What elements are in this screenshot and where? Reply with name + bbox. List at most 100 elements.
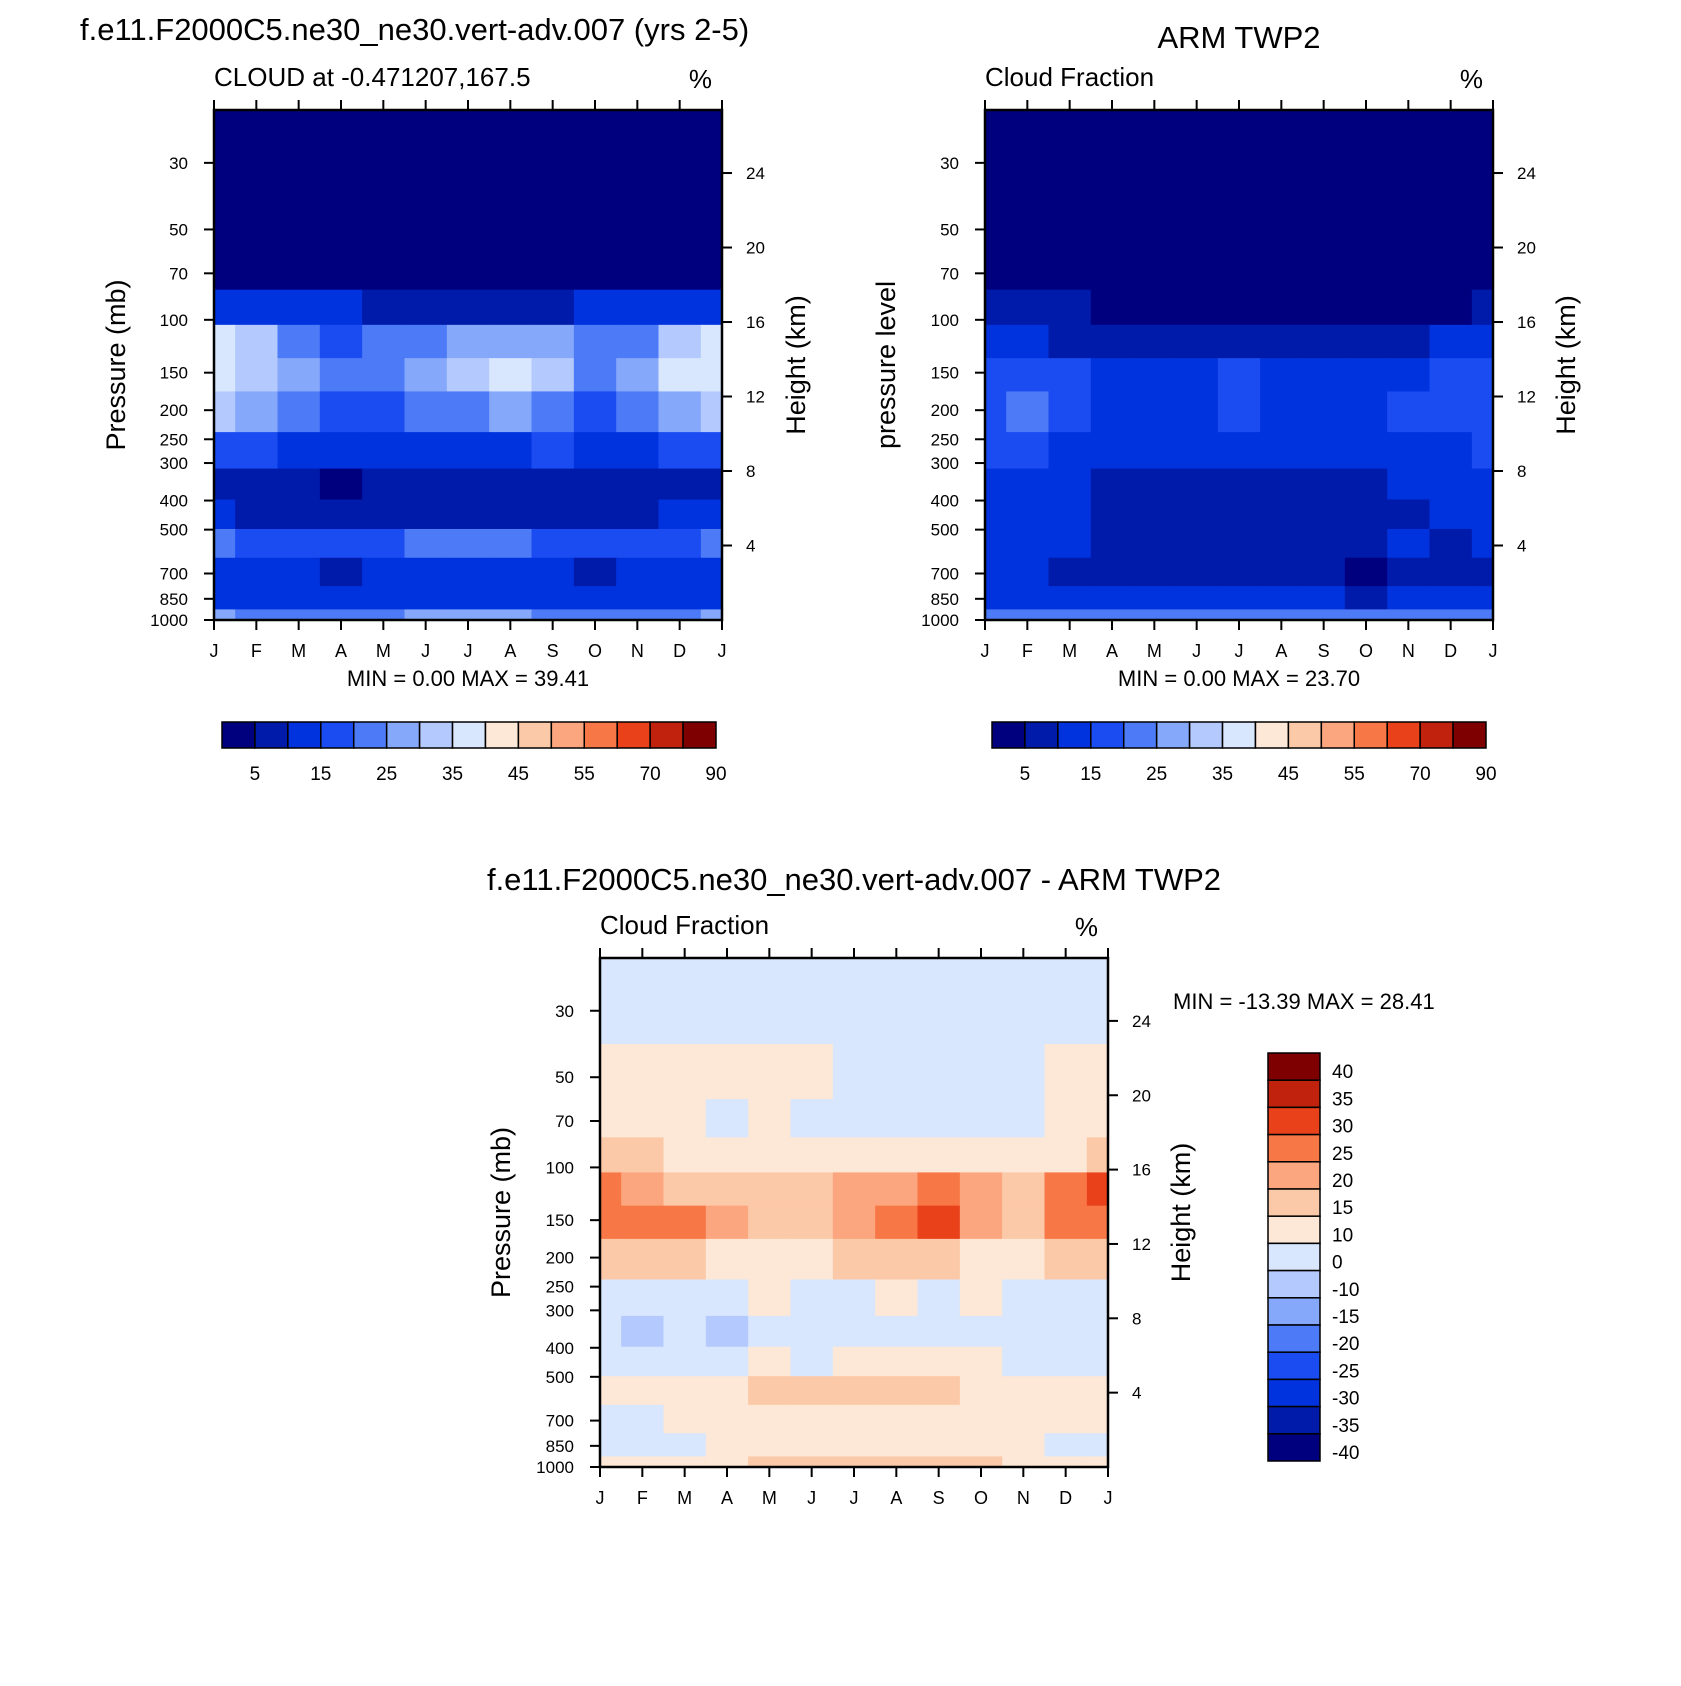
heatmap-cell <box>705 1404 749 1434</box>
x-tick-label: D <box>1059 1488 1072 1508</box>
heatmap-cell <box>959 1346 1003 1377</box>
colorbar-label: 10 <box>1332 1225 1353 1246</box>
heatmap-cell <box>790 1137 834 1174</box>
heatmap-cell <box>748 1205 792 1240</box>
heatmap-cell <box>1086 1376 1109 1406</box>
colorbar-swatch <box>287 721 322 749</box>
heatmap-cell <box>621 1433 665 1458</box>
heatmap-cell <box>600 1404 622 1434</box>
heatmap-cell <box>959 1279 1003 1317</box>
heatmap-cell <box>985 499 1007 530</box>
heatmap-cell <box>616 586 660 611</box>
colorbar-swatch <box>1267 1161 1321 1190</box>
heatmap-cell <box>658 289 702 326</box>
heatmap-cell <box>404 468 448 501</box>
colorbar-swatch <box>352 721 388 749</box>
colorbar-label: 35 <box>442 764 463 785</box>
heatmap-cell <box>875 1043 919 1100</box>
y-tick-label: 300 <box>160 454 188 473</box>
heatmap-cell <box>1044 1376 1088 1406</box>
heatmap-cell <box>1344 432 1388 470</box>
height-tick-label: 12 <box>1132 1235 1151 1254</box>
heatmap-cell <box>700 324 723 359</box>
heatmap-cell <box>616 499 660 530</box>
heatmap-cell <box>705 1238 749 1281</box>
heatmap-cell <box>489 218 533 291</box>
colorbar-swatch <box>550 721 586 749</box>
heatmap-cell <box>700 557 723 587</box>
heatmap-cell <box>658 586 702 611</box>
heatmap-cell <box>700 289 723 326</box>
heatmap-cell <box>1090 528 1134 559</box>
heatmap-cell <box>1086 1315 1109 1348</box>
x-tick-label: O <box>1359 641 1373 661</box>
heatmap-cell <box>917 1376 961 1406</box>
right-axis-label: Height (km) <box>1551 295 1581 435</box>
heatmap-cell <box>489 358 533 393</box>
heatmap-cell <box>1086 1099 1109 1138</box>
colorbar-label: 5 <box>1020 764 1031 785</box>
heatmap-cell <box>1344 528 1388 559</box>
y-tick-label: 30 <box>169 154 188 173</box>
x-tick-label: F <box>1022 641 1033 661</box>
heatmap-cell <box>404 528 448 559</box>
heatmap-cell <box>663 1376 707 1406</box>
heatmap-cell <box>1006 557 1050 587</box>
heatmap-cell <box>1344 289 1388 326</box>
heatmap-cell <box>790 1238 834 1281</box>
heatmap-cell <box>1133 499 1177 530</box>
colorbar-label: 35 <box>1332 1089 1353 1110</box>
y-axis-label: Pressure (mb) <box>101 279 131 450</box>
colorbar-label: -25 <box>1332 1361 1359 1382</box>
x-tick-label: M <box>1062 641 1077 661</box>
heatmap-cell <box>1044 1205 1088 1240</box>
heatmap-cell <box>1429 432 1473 470</box>
heatmap-cell <box>362 468 406 501</box>
x-tick-label: S <box>547 641 559 661</box>
heatmap-cell <box>1260 499 1304 530</box>
heatmap-cell <box>658 432 702 470</box>
heatmap-cell <box>1133 609 1177 621</box>
heatmap-cell <box>1260 528 1304 559</box>
heatmap-cell <box>875 1346 919 1377</box>
x-tick-label: J <box>807 1488 816 1508</box>
y-tick-label: 700 <box>546 1412 574 1431</box>
heatmap-cell <box>446 289 490 326</box>
heatmap-cell <box>531 586 575 611</box>
heatmap-cell <box>1048 499 1092 530</box>
heatmap-cell <box>277 432 321 470</box>
y-tick-label: 200 <box>160 401 188 420</box>
heatmap-cell <box>985 289 1007 326</box>
heatmap-cell <box>362 609 406 621</box>
heatmap-cell <box>1302 324 1346 359</box>
heatmap-cell <box>573 110 617 219</box>
heatmap-cell <box>1429 391 1473 433</box>
heatmap-cell <box>1387 110 1431 219</box>
colorbar-swatch <box>1267 1188 1321 1217</box>
heatmap-cell <box>1429 110 1473 219</box>
heatmap-cell <box>1002 1137 1046 1174</box>
heatmap-cell <box>917 1205 961 1240</box>
x-tick-label: J <box>1104 1488 1113 1508</box>
colorbar-swatch <box>1320 721 1356 749</box>
heatmap-cell <box>600 1172 622 1207</box>
x-tick-label: J <box>850 1488 859 1508</box>
heatmap-cell <box>917 1043 961 1100</box>
heatmap-cell <box>663 1172 707 1207</box>
heatmap-cell <box>1387 557 1431 587</box>
heatmap-cell <box>959 1376 1003 1406</box>
heatmap-cell <box>1387 432 1431 470</box>
colorbar-swatch <box>1254 721 1290 749</box>
colorbar: 5 15 25 35 45 55 70 90 <box>221 721 727 785</box>
heatmap-cell <box>404 499 448 530</box>
x-tick-label: J <box>596 1488 605 1508</box>
heatmap-cell <box>1006 468 1050 501</box>
heatmap-cell <box>235 586 279 611</box>
heatmap-cell <box>1090 609 1134 621</box>
heatmap-cell <box>1086 1205 1109 1240</box>
heatmap-cell <box>790 1404 834 1434</box>
heatmap-cell <box>959 1172 1003 1207</box>
height-tick-label: 16 <box>1517 313 1536 332</box>
heatmap-cell <box>235 528 279 559</box>
heatmap-cell <box>1344 586 1388 611</box>
